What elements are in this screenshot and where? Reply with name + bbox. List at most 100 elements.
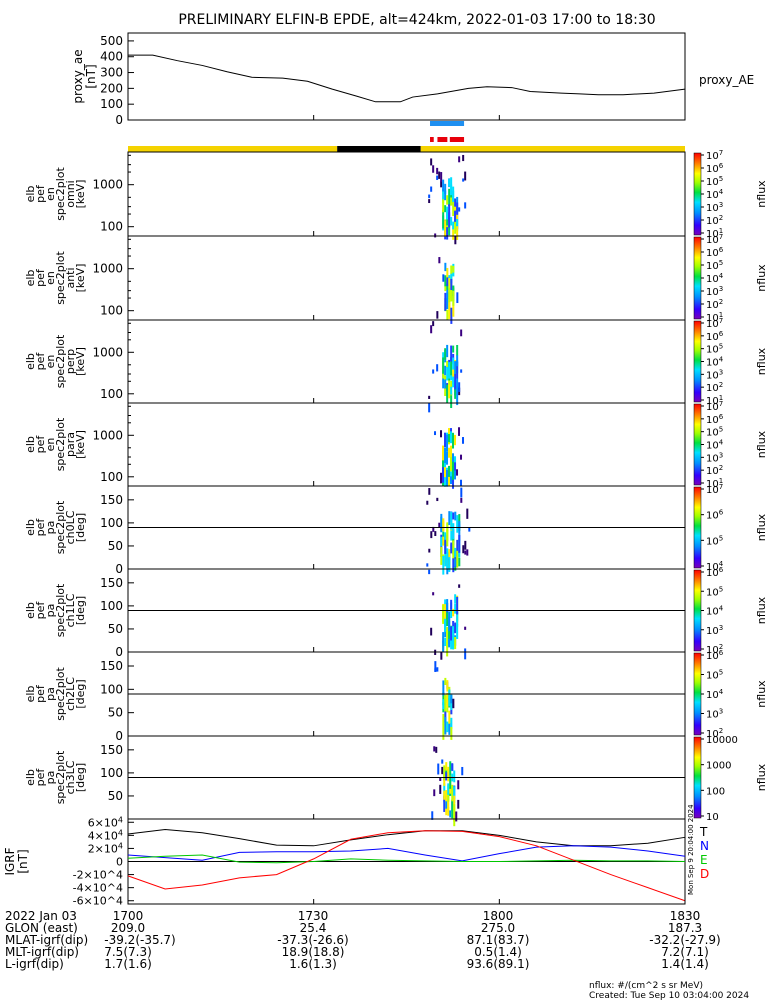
colorbar-tick-label: 107 [706, 400, 723, 413]
spectrogram-cell [444, 711, 447, 723]
spectrogram-ylabel: elbpefpaspec2plotch0LC[deg] [24, 500, 87, 554]
spectrogram-cell [442, 680, 445, 696]
igrf-tick-label: -4×10^4 [73, 882, 123, 895]
spectrogram-cell [454, 221, 457, 234]
ephemeris-time-1830: 1830 [670, 909, 701, 923]
spectrogram-cell [452, 290, 455, 306]
spectrogram-cell [446, 309, 449, 321]
igrf-line-E [127, 854, 686, 864]
spectrogram-cell [444, 388, 447, 396]
spectrogram-tick-label: 100 [100, 304, 123, 318]
spectrogram-cell [456, 550, 459, 559]
spectrogram-cell [436, 667, 439, 672]
colorbar-tick-label: 100 [706, 786, 725, 797]
spectrogram-cell [444, 281, 447, 292]
colorbar-tick-label: 105 [706, 343, 723, 356]
spectrogram-cell [453, 804, 456, 822]
colorbar-tick-label: 101 [706, 477, 723, 490]
spectrogram-cell [432, 165, 435, 173]
colorbar-tick-label: 103 [706, 201, 723, 214]
spectrogram-cell [442, 445, 445, 461]
spectrogram-cell [442, 632, 445, 648]
spectrogram-cell [448, 639, 451, 648]
spectrogram-cell [445, 772, 448, 781]
footer-units: nflux: #/(cm^2 s sr MeV) [589, 981, 703, 991]
ephemeris-value: 1.4(1.4) [661, 957, 709, 971]
colorbar-tick-label: 106 [706, 509, 724, 522]
spectrogram-cell [444, 432, 447, 448]
spectrogram-cell [448, 689, 451, 707]
spectrogram-cell [444, 220, 447, 237]
spectrogram-cell [452, 558, 455, 573]
spectrogram-cell [454, 361, 457, 375]
spectrogram-cell [446, 227, 449, 240]
spectrogram-cell [436, 311, 439, 319]
spectrogram-tick-label: 100 [100, 387, 123, 401]
spectrogram-cell [444, 262, 447, 272]
spectrogram-cell [452, 302, 455, 317]
spectrogram-cell [460, 487, 463, 498]
colorbar-tick-label: 106 [706, 649, 724, 662]
spectrogram-cell [454, 547, 457, 558]
spectrogram-cell [456, 219, 459, 232]
spectrogram-cell [434, 661, 437, 672]
colorbar-tick-label: 104 [706, 272, 724, 285]
colorbar-tick-label: 104 [706, 605, 724, 618]
colorbar-label: nflux [755, 264, 768, 292]
spectrogram-cell [450, 727, 453, 740]
spectrogram-cell [448, 465, 451, 477]
spectrogram-cell [448, 367, 451, 379]
igrf-line-D [127, 830, 686, 902]
colorbar-tick-label: 106 [706, 162, 724, 175]
colorbar-tick-label: 107 [706, 483, 723, 496]
colorbar [693, 403, 702, 486]
spectrogram-cell [446, 277, 449, 287]
spectrogram-cell [454, 637, 457, 650]
colorbar-tick-label: 1000 [706, 761, 731, 772]
spectrogram-cell [450, 386, 453, 395]
spectrogram-cell [458, 207, 461, 212]
spectrogram-cell [442, 209, 445, 229]
spectrogram-panel-ch2LC: 050100150elbpefpaspec2plotch2LC[deg]1021… [24, 649, 768, 743]
spectrogram-cell [443, 790, 446, 800]
spectrogram-cell [430, 186, 433, 192]
spectrogram-cell [448, 287, 451, 303]
ephemeris-table: 2022 Jan 03 1700 1730 1800 1830 GLON (ea… [5, 909, 721, 971]
spectrogram-cell [450, 345, 453, 362]
spectrogram-cell [446, 548, 449, 560]
spectrogram-panel-para: 1001000elbpefenspec2plotpara[keV]1011021… [24, 400, 768, 490]
colorbar-tick-label: 106 [706, 330, 724, 343]
spectrogram-cell [458, 382, 461, 392]
spectrogram-cell [446, 195, 449, 205]
spectrogram-cell [452, 345, 455, 353]
spectrogram-cell [456, 292, 459, 304]
spectrogram-cell [432, 369, 435, 374]
spectrogram-cell [450, 197, 453, 206]
spectrogram-cell [430, 627, 433, 636]
spectrogram-cell [445, 762, 448, 771]
spectrogram-cell [428, 488, 431, 495]
colorbar-label: nflux [755, 513, 768, 541]
spectrogram-cell [453, 786, 456, 804]
ephemeris-value: -39.2(-35.7) [104, 933, 175, 947]
ephemeris-time-label: 2022 Jan 03 [5, 909, 77, 923]
spectrogram-cell [448, 722, 451, 735]
colorbar-tick-label: 103 [706, 285, 723, 298]
spectrogram-cell [441, 759, 444, 764]
spectrogram-cell [441, 766, 444, 775]
spectrogram-cell [431, 811, 434, 820]
spectrogram-cell [448, 278, 451, 289]
spectrogram-panel-ch3LC: 50 100 150 elbpefpaspec2plotch3LC[deg] 10 100… [24, 735, 768, 827]
proxy-ae-tick-label: 500 [100, 34, 123, 48]
igrf-tick-label: 4×104 [88, 828, 123, 842]
spectrogram-cell [433, 789, 436, 797]
ephemeris-value: 209.0 [111, 921, 145, 935]
spectrogram-cell [462, 437, 465, 444]
colorbar-tick-label: 101 [706, 227, 723, 240]
spectrogram-cell [458, 156, 461, 163]
spectrogram-cell [456, 386, 459, 406]
spectrogram-cell [446, 292, 449, 310]
spectrogram-cell [435, 746, 438, 753]
